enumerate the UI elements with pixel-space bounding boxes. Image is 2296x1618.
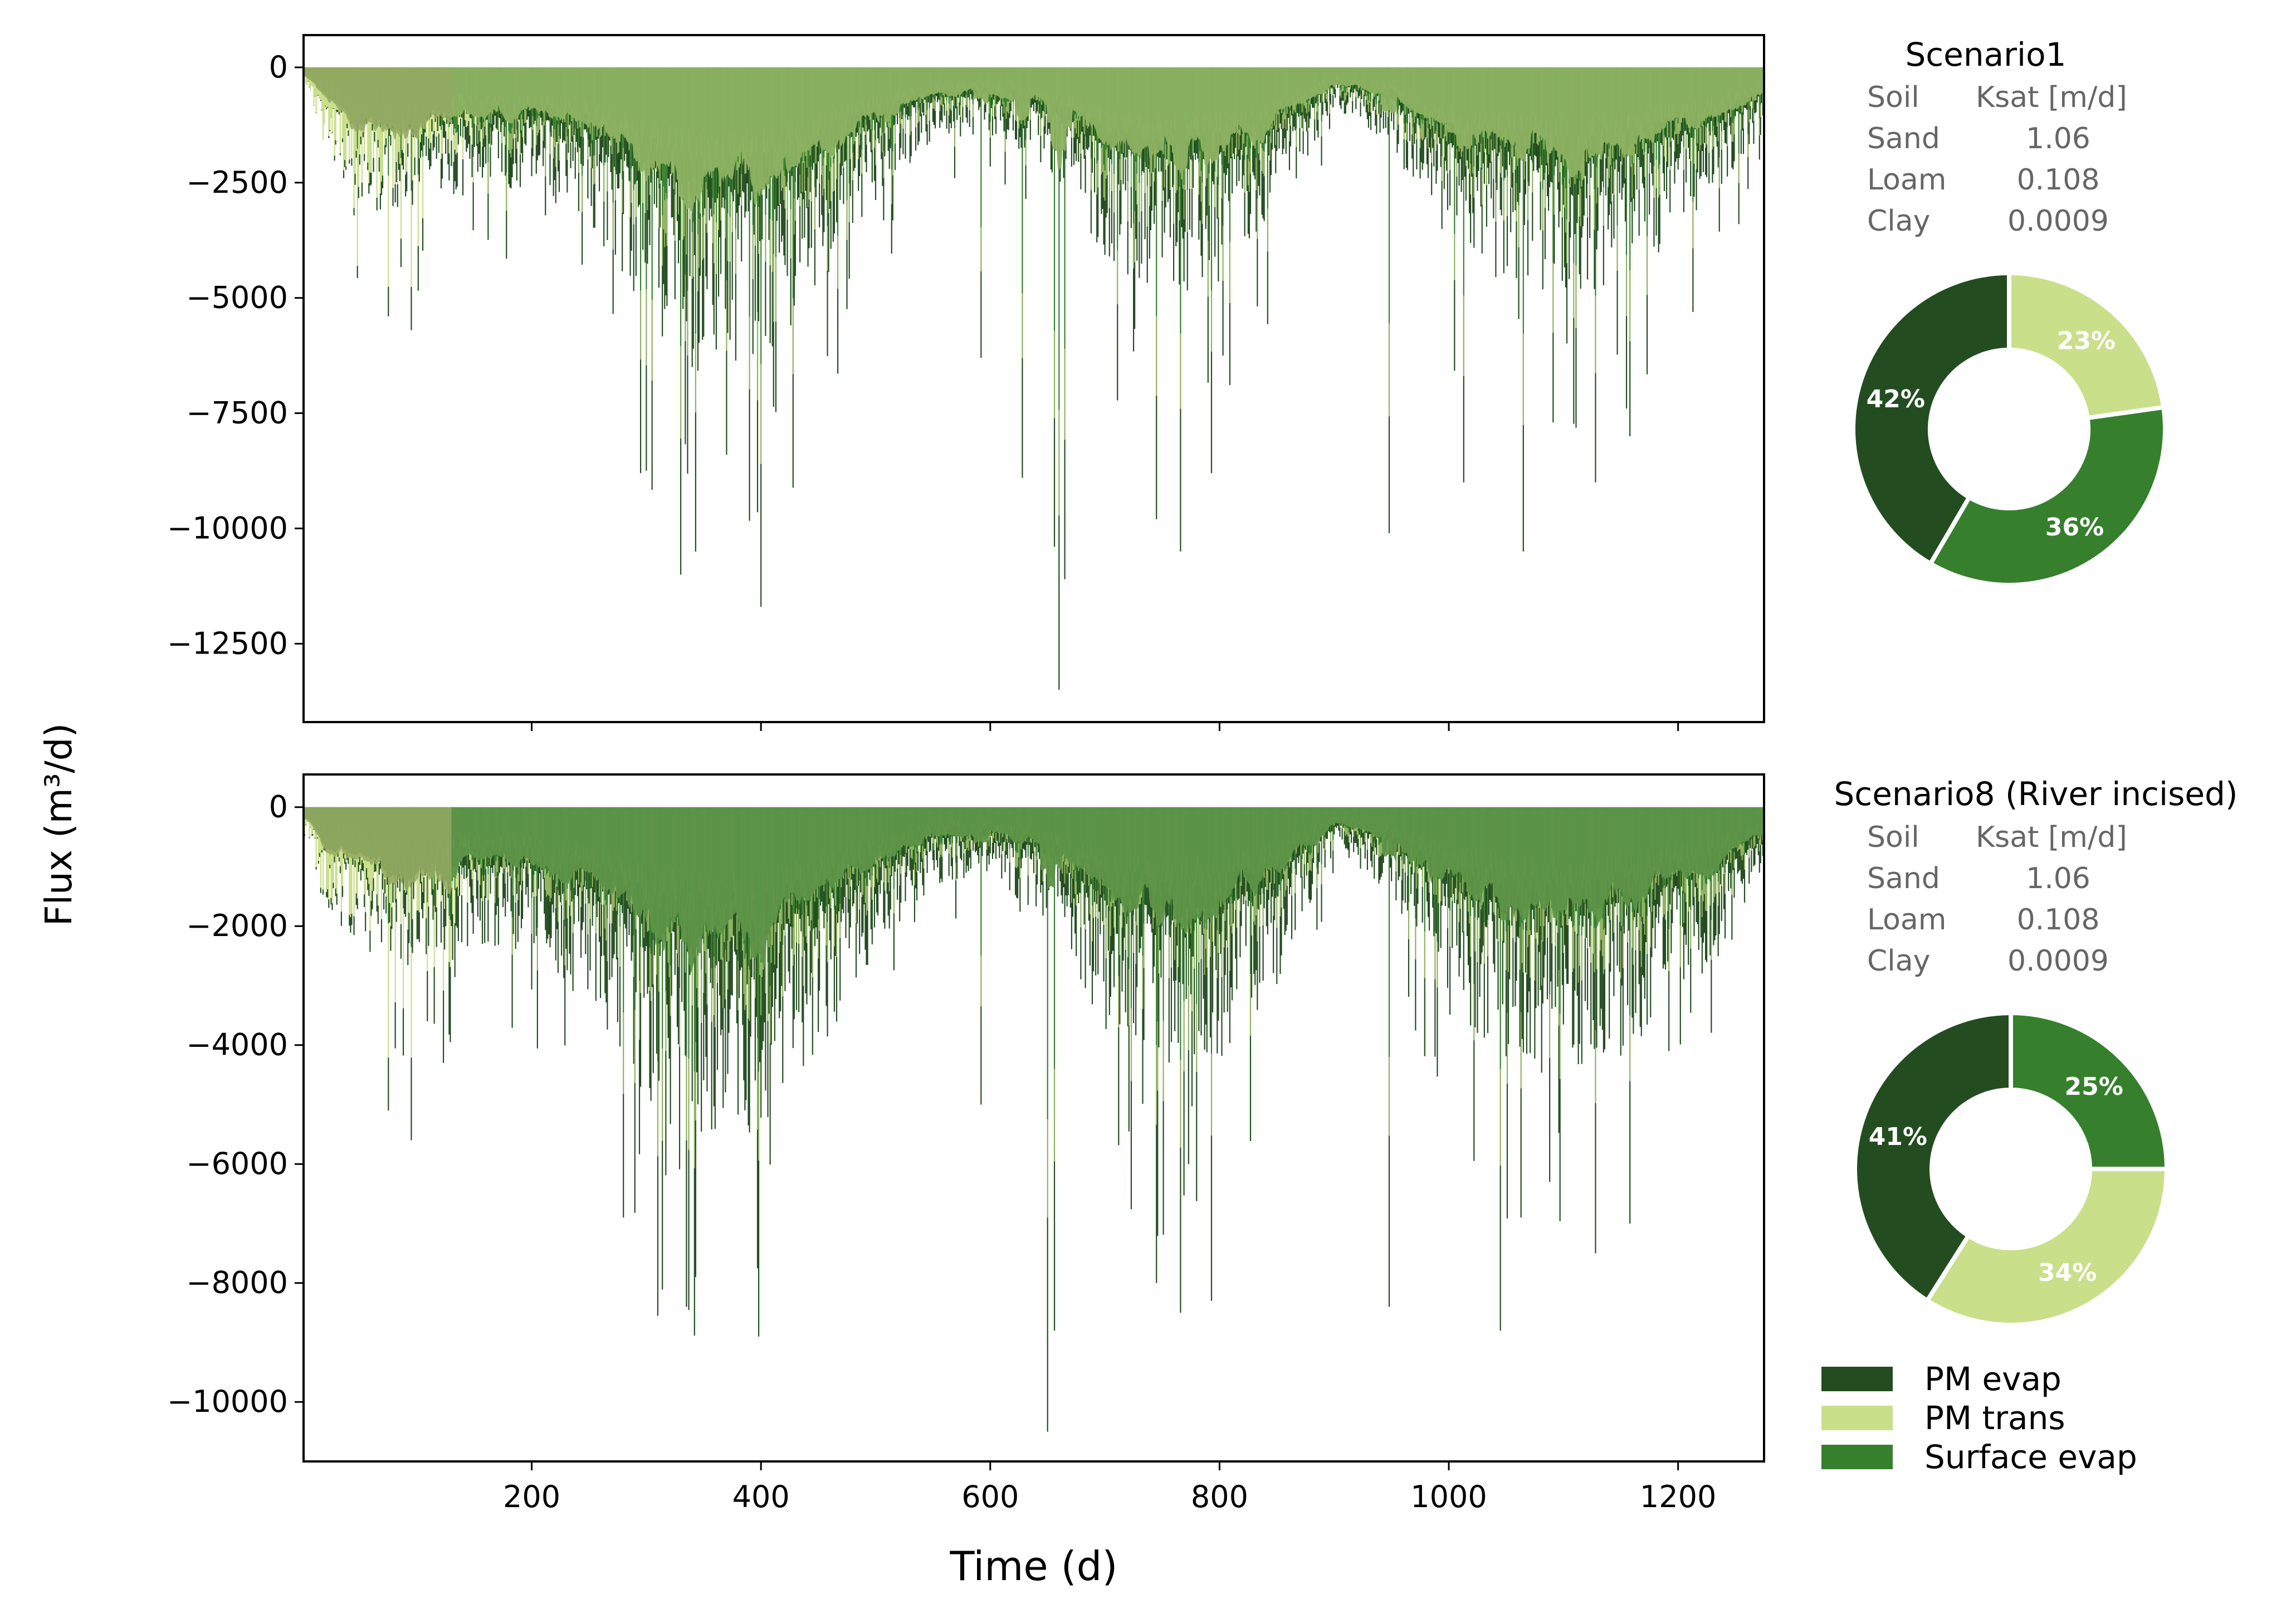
plot-area [304,67,1764,690]
y-tick-label: −12500 [167,626,288,661]
axes-frame [302,34,1765,723]
pie-slice [2007,270,2166,421]
soil-table-header-ksat: Ksat [m/d] [1976,81,2127,114]
soil-table-ksat: 0.108 [2017,163,2100,197]
pie-slice [1927,405,2167,587]
pm-trans-early-area [304,67,452,140]
soil-table-ksat: 1.06 [2026,122,2090,155]
pie-slice [1850,270,2011,567]
pie-title: Scenario1 [1905,36,2066,74]
chart-panel-top: 0 −2500 −5000 −7500 −10000 −12500 [167,34,1765,731]
soil-table-soil: Sand [1867,122,1940,155]
surface-evap-area [304,67,1764,213]
soil-table-header-soil: Soil [1867,81,1919,114]
y-tick-label: −10000 [167,510,288,545]
y-tick-label: 0 [269,50,288,85]
plot-area [304,807,1764,1432]
pie-slice-label: 23% [2057,327,2116,355]
y-tick-label: −2500 [186,165,288,200]
pie-top: Scenario1 Soil Ksat [m/d] Sand 1.06 Loam 0.108… [1850,36,2167,587]
soil-table-soil: Loam [1867,163,1946,197]
y-tick-label: −7500 [186,396,288,431]
y-tick-label: −5000 [186,280,288,315]
pie-slice-label: 42% [1867,385,1925,413]
flux-spikes [304,67,1764,690]
soil-table-soil: Clay [1867,204,1930,238]
pie-slice-label: 36% [2045,513,2104,542]
soil-table-ksat: 0.0009 [2007,204,2109,238]
